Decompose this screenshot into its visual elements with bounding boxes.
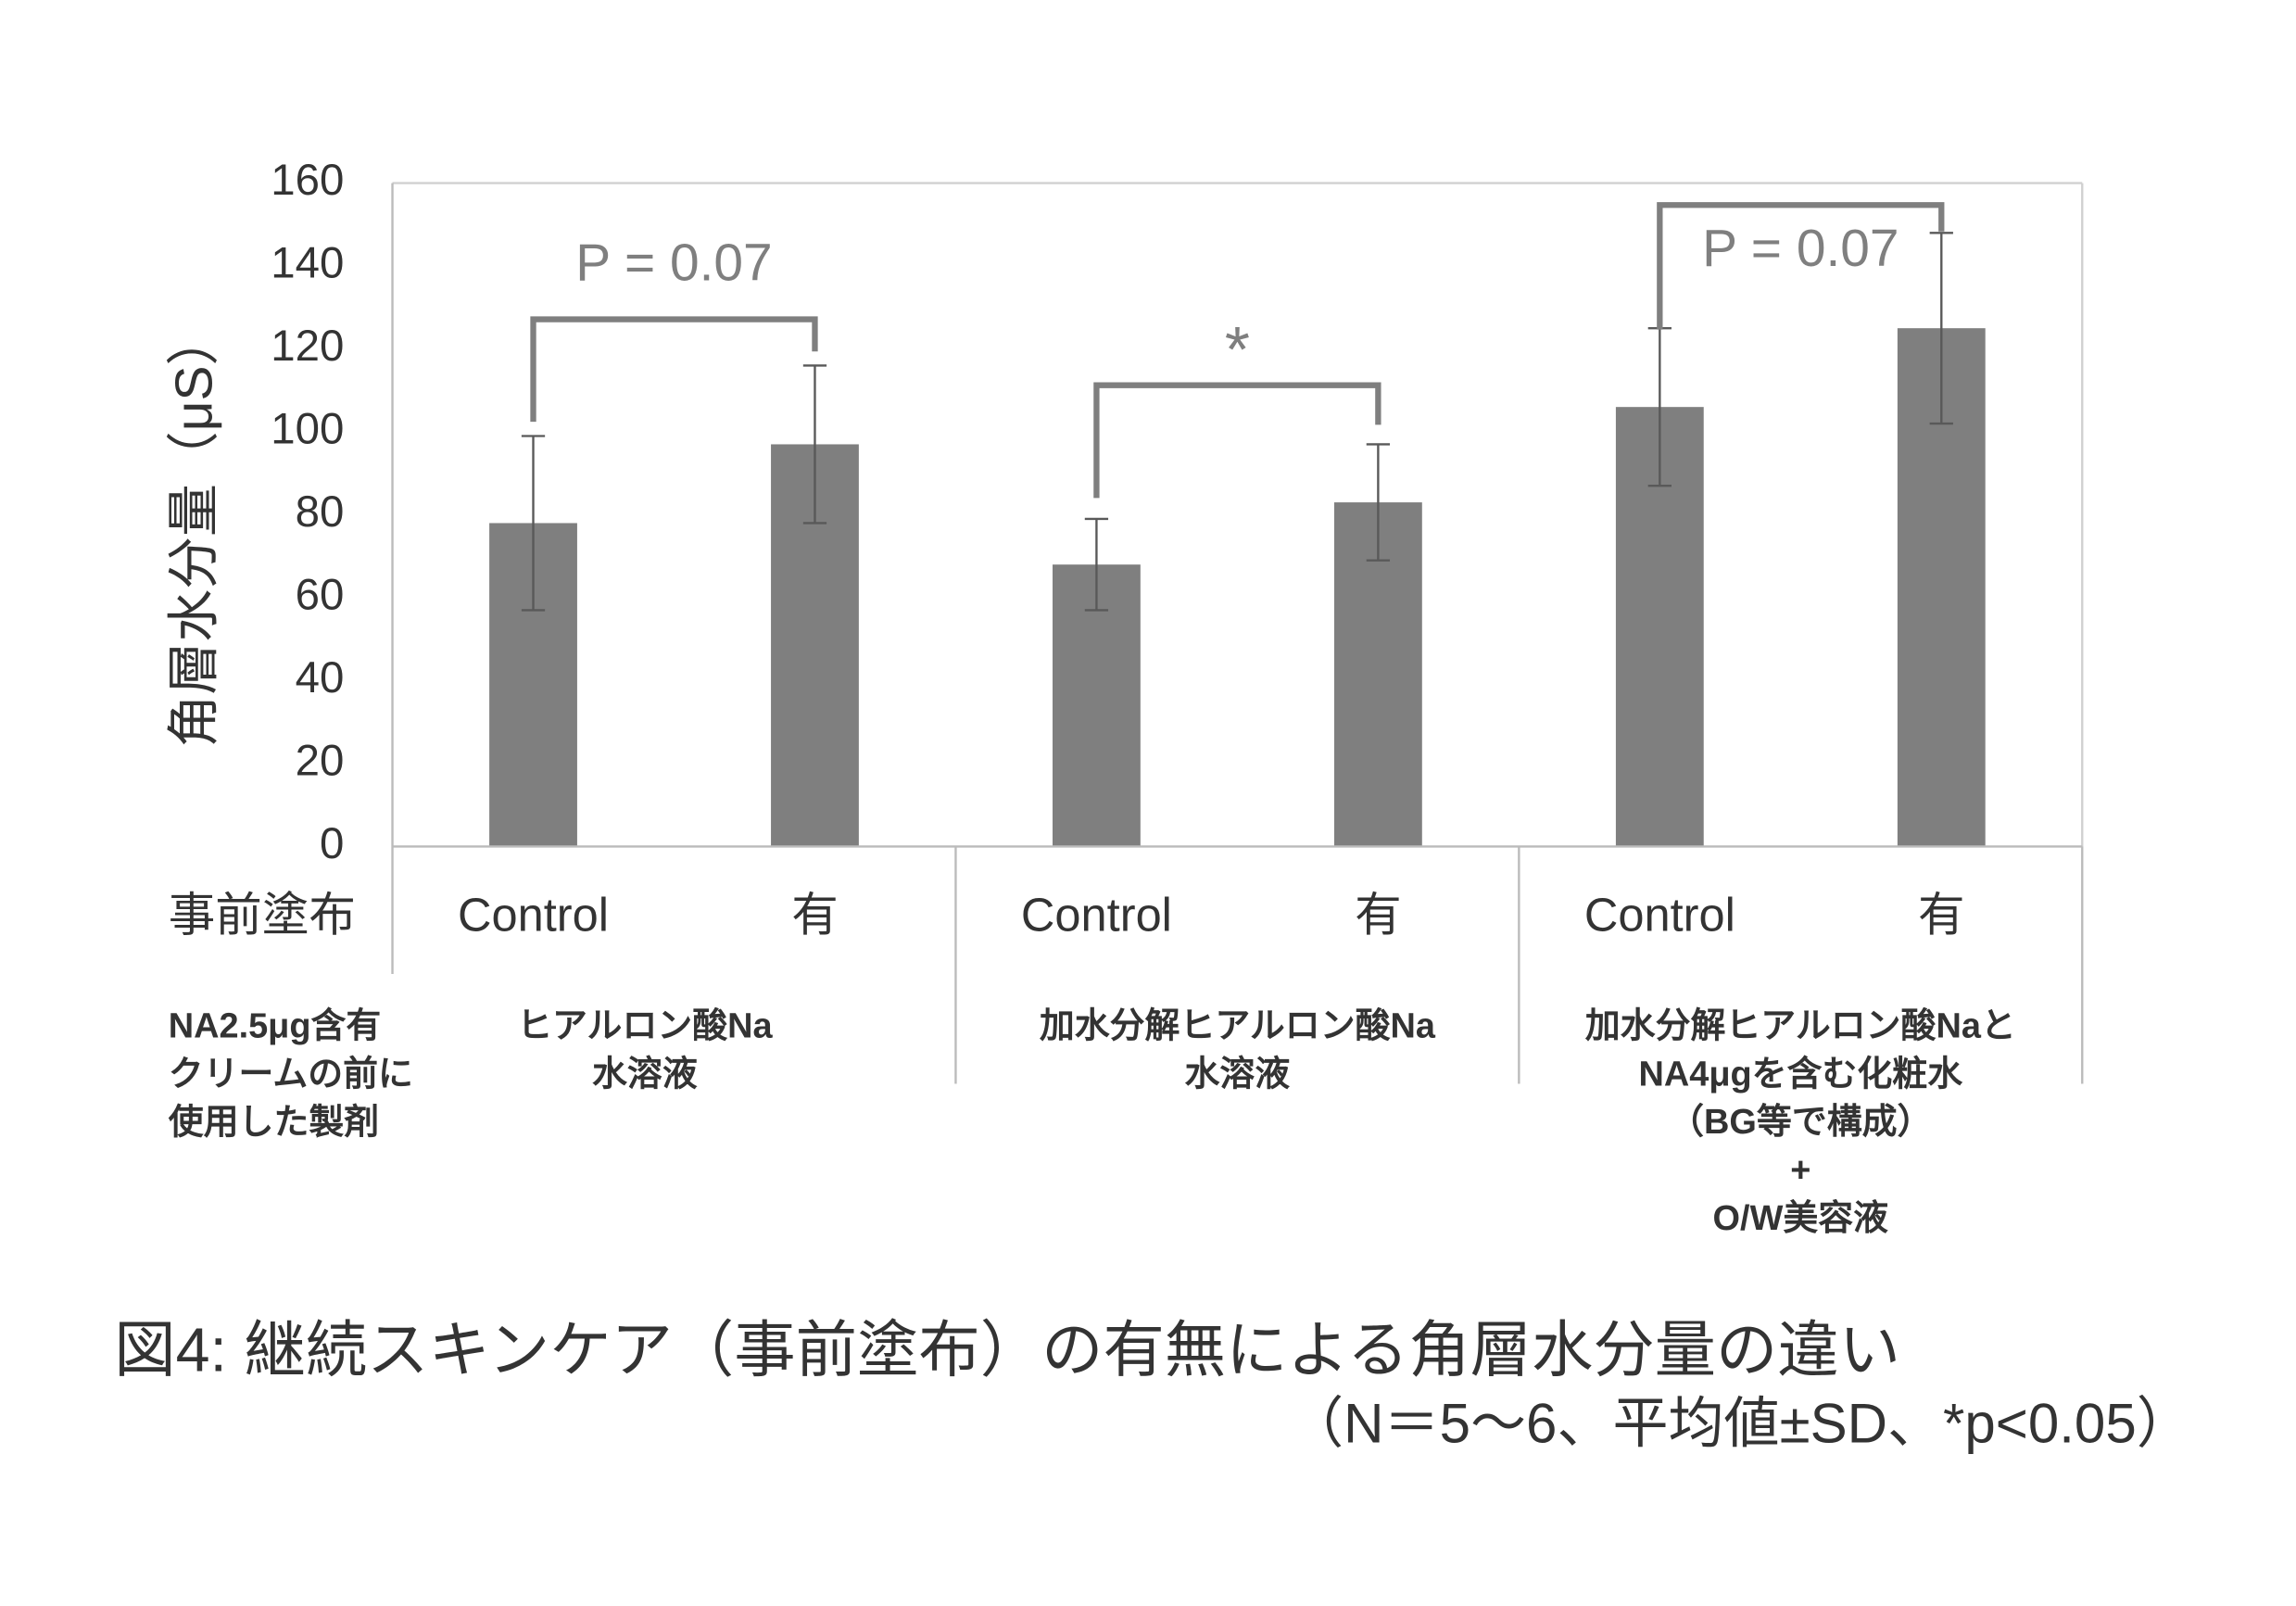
group-description: 加水分解ヒアルロン酸Na <box>1040 1006 1436 1045</box>
y-axis-title: 角層水分量（μS） <box>164 313 223 748</box>
y-tick-label: 100 <box>271 405 344 454</box>
y-tick-label: 140 <box>271 239 344 288</box>
x-tick-label: Control <box>458 888 609 941</box>
group-note: クリームの前に <box>169 1056 413 1094</box>
group-description: 加水分解ヒアルロン酸Naと <box>1585 1006 2016 1045</box>
group-note: 使用した製剤 <box>168 1104 379 1143</box>
significance-bracket <box>1093 382 1381 499</box>
group-description: + <box>1790 1151 1810 1190</box>
significance-label: P = 0.07 <box>575 234 772 293</box>
x-tick-label: 有 <box>791 888 839 941</box>
y-tick-label: 60 <box>296 571 345 620</box>
chart-title: 図4: 継続スキンケア（事前塗布）の有無による角層水分量の違い <box>114 1316 1900 1385</box>
chart-subtitle: （N＝5～6、平均値±SD、*p<0.05） <box>1288 1393 2192 1455</box>
significance-label: * <box>1225 313 1250 386</box>
significance-bracket <box>1657 202 1945 330</box>
group-description: 水溶液 <box>592 1055 698 1094</box>
significance-label: P = 0.07 <box>1702 219 1899 278</box>
group-description: （BG等で構成） <box>1669 1103 1932 1142</box>
y-tick-label: 80 <box>296 487 345 537</box>
x-tick-label: Control <box>1584 888 1735 941</box>
y-tick-label: 20 <box>296 737 345 786</box>
row-label: 事前塗布 <box>169 888 356 941</box>
y-tick-label: 120 <box>271 322 344 371</box>
x-tick-label: Control <box>1021 888 1172 941</box>
bar <box>1053 564 1141 847</box>
x-tick-label: 有 <box>1918 888 1965 941</box>
y-tick-label: 160 <box>271 156 344 205</box>
group-description: O/W美容液 <box>1713 1199 1889 1238</box>
group-description: ヒアルロン酸Na <box>517 1006 773 1045</box>
x-tick-label: 有 <box>1355 888 1402 941</box>
group-description: NA4μgを含む化粧水 <box>1638 1055 1963 1094</box>
y-tick-label: 40 <box>296 653 345 702</box>
group-note: NA2.5μg含有 <box>169 1006 382 1045</box>
group-description: 水溶液 <box>1185 1055 1291 1094</box>
y-tick-label: 0 <box>320 819 344 868</box>
significance-bracket <box>530 316 818 423</box>
